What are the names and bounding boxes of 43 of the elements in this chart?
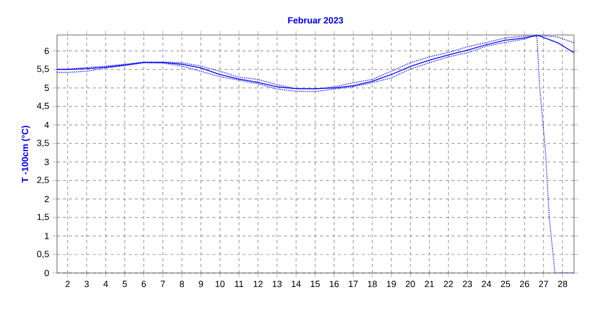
x-tick-label: 11 [235, 280, 244, 287]
x-tick-label: 9 [198, 280, 203, 288]
x-tick-label: 13 [272, 280, 282, 288]
x-tick-label: 26 [520, 280, 530, 288]
x-tick-label: 17 [348, 280, 358, 287]
x-tick-label: 3 [84, 280, 89, 288]
y-axis-title: T -100cm (°C) [22, 126, 30, 183]
y-tick-label: 2 [44, 196, 49, 202]
x-tick-label: 6 [142, 280, 146, 288]
x-tick-label: 23 [462, 280, 472, 288]
x-tick-label: 27 [539, 280, 548, 288]
line-series [57, 35, 574, 273]
x-tick-label: 25 [500, 280, 510, 288]
y-tick-label: 3 [44, 158, 49, 166]
y-tick-label: 4,5 [36, 102, 49, 110]
y-tick-label: 0,5 [37, 250, 49, 258]
x-tick-label: 21 [424, 280, 434, 288]
y-tick-label: 1 [44, 232, 49, 240]
x-tick-label: 7 [160, 280, 165, 287]
y-tick-label: 2,5 [37, 176, 49, 184]
x-tick-label: 15 [310, 280, 320, 288]
x-tick-label: 5 [122, 280, 127, 288]
x-tick-label: 28 [558, 280, 568, 288]
y-tick-label: 0 [44, 270, 49, 276]
y-tick-label: 3,5 [37, 140, 49, 148]
x-tick-label: 10 [216, 280, 225, 288]
x-tick-label: 4 [103, 280, 108, 287]
chart-title: Februar 2023 [288, 16, 344, 24]
x-tick-label: 12 [254, 280, 263, 288]
x-tick-label: 14 [292, 280, 301, 287]
x-tick-label: 20 [406, 280, 415, 288]
y-tick-label: 5,5 [37, 66, 49, 74]
x-tick-label: 2 [66, 280, 70, 288]
y-tick-label: 5 [44, 84, 49, 92]
y-tick-label: 6 [44, 48, 49, 54]
y-tick-label: 1,5 [37, 214, 49, 222]
x-tick-label: 22 [444, 280, 453, 288]
x-tick-label: 24 [482, 280, 492, 288]
x-tick-label: 18 [368, 280, 377, 288]
x-tick-label: 8 [180, 280, 184, 288]
x-tick-label: 19 [386, 280, 396, 288]
y-tick-label: 4 [44, 122, 49, 128]
x-tick-label: 16 [330, 280, 339, 288]
